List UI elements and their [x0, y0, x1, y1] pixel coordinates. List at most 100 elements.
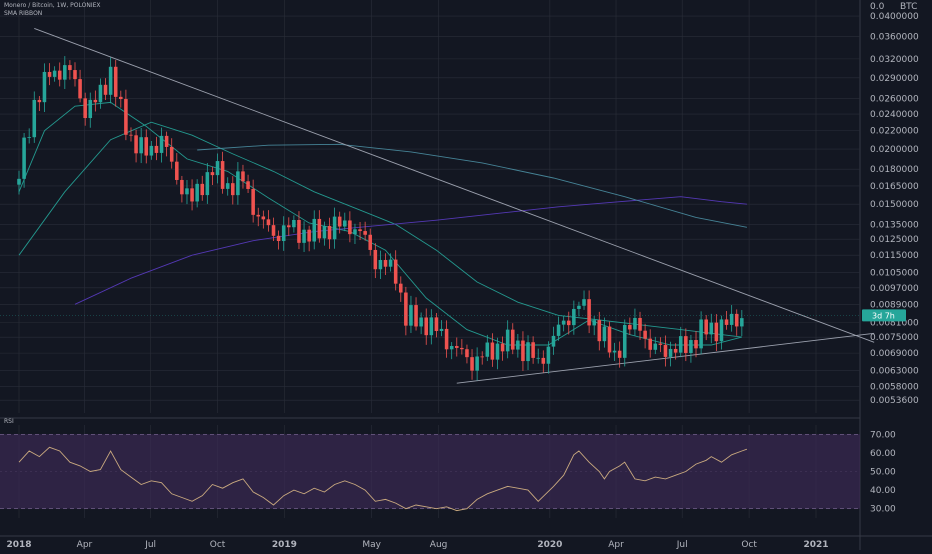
price-top-label: 0.0	[870, 2, 885, 12]
candle-body	[673, 348, 678, 353]
candle-body	[393, 259, 398, 284]
candle-body	[93, 99, 98, 103]
candle-body	[297, 220, 301, 243]
candle-body	[424, 317, 428, 336]
candle-body	[322, 225, 327, 239]
candle-body	[83, 98, 87, 119]
price-tick-label: 0.0360000	[870, 32, 919, 42]
price-tick-label: 0.0115000	[870, 251, 919, 261]
candle-body	[205, 172, 210, 196]
price-tick-label: 0.0180000	[870, 165, 919, 175]
candle-body	[276, 235, 281, 242]
candle-body	[699, 319, 703, 349]
price-axis[interactable]: 0.0400000 0.0360000 0.0320000 0.0290000 0.02…	[870, 2, 919, 406]
rsi-tick-label: 50.00	[870, 468, 896, 478]
candle-body	[261, 216, 266, 220]
candle-body	[108, 66, 113, 95]
candle-body	[490, 342, 495, 360]
candle-body	[612, 350, 617, 353]
candle-body	[572, 308, 576, 326]
candle-body	[154, 145, 159, 153]
candle-body	[139, 137, 143, 154]
candle-body	[740, 318, 744, 327]
price-tick-label: 0.0058000	[870, 382, 919, 392]
candle-body	[663, 344, 668, 357]
candle-body	[353, 229, 357, 235]
price-tick-label: 0.0165000	[870, 182, 919, 192]
candle-body	[388, 259, 393, 267]
candle-body	[236, 171, 240, 196]
candle-body	[103, 84, 108, 95]
candle-body	[337, 216, 342, 227]
rsi-tick-label: 70.00	[870, 430, 896, 440]
candle-body	[551, 335, 556, 347]
candle-body	[363, 231, 367, 235]
price-tick-label: 0.0240000	[870, 110, 919, 120]
candle-body	[383, 259, 388, 267]
time-tick-label: May	[362, 540, 381, 550]
candle-body	[32, 99, 37, 138]
candle-body	[241, 171, 245, 182]
rsi-tick-label: 30.00	[870, 505, 896, 515]
price-tick-label: 0.0063000	[870, 367, 919, 377]
candle-body	[256, 214, 261, 217]
candle-body	[215, 161, 220, 176]
price-tick-label: 0.0150000	[870, 200, 919, 210]
candle-body	[348, 220, 352, 235]
candle-body	[266, 219, 271, 226]
candle-body	[27, 137, 31, 138]
price-tag: 3d 7h	[0, 309, 906, 322]
candle-body	[622, 324, 627, 358]
candle-body	[709, 322, 714, 335]
candle-body	[159, 135, 164, 153]
time-tick-label: Jul	[676, 540, 688, 550]
candle-body	[617, 350, 622, 358]
candle-body	[648, 338, 652, 350]
candle-body	[480, 356, 484, 358]
candle-body	[638, 317, 642, 331]
candle-body	[327, 225, 332, 240]
candle-body	[317, 218, 322, 239]
legend-title: Monero / Bitcoin, 1W, POLONIEX	[4, 2, 101, 9]
candle-body	[37, 99, 42, 103]
candle-body	[577, 305, 581, 309]
candle-body	[729, 313, 734, 325]
candle-body	[251, 188, 255, 215]
candle-body	[57, 70, 62, 80]
candle-body	[500, 343, 505, 352]
candle-body	[169, 146, 174, 162]
candle-body	[164, 135, 169, 147]
price-tick-label: 0.0097000	[870, 284, 919, 294]
candle-body	[68, 65, 72, 71]
candle-body	[449, 345, 454, 350]
candle-body	[684, 336, 688, 353]
candle-body	[47, 71, 52, 77]
candle-body	[307, 229, 311, 242]
price-tag-label: 3d 7h	[872, 311, 895, 320]
candle-body	[633, 317, 637, 330]
time-tick-label: Aug	[430, 540, 448, 550]
chart-legend[interactable]: Monero / Bitcoin, 1W, POLONIEX SMA RIBBO…	[4, 2, 101, 18]
price-tick-label: 0.0075000	[870, 333, 919, 343]
candle-body	[556, 324, 561, 336]
time-axis[interactable]: 2018 Apr Jul Oct 2019 May Aug 2020 Apr Jul Oct 2021	[6, 540, 828, 550]
rsi-band	[0, 433, 860, 510]
candle-body	[358, 229, 362, 232]
candle-body	[516, 340, 520, 350]
price-tick-label: 0.0290000	[870, 74, 919, 84]
candle-body	[485, 342, 490, 357]
candle-body	[495, 343, 500, 360]
candle-body	[78, 79, 82, 99]
time-tick-label: 2021	[803, 540, 828, 550]
candle-body	[409, 305, 413, 326]
candle-body	[124, 99, 128, 135]
candle-body	[195, 183, 199, 202]
candle-body	[541, 357, 546, 364]
candle-body	[719, 319, 724, 342]
candle-body	[434, 317, 439, 331]
rsi-axis[interactable]: 30.00 40.00 50.00 60.00 70.00	[870, 430, 896, 514]
candle-body	[312, 218, 317, 242]
price-tick-label: 0.0089000	[870, 300, 919, 310]
candle-body	[129, 134, 133, 136]
